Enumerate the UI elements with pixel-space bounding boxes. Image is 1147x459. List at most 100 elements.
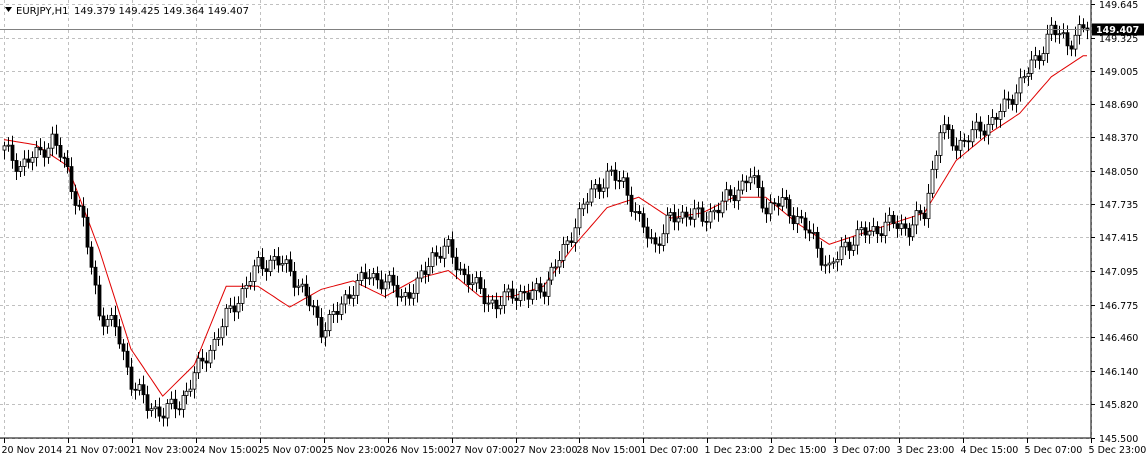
candle-bear[interactable] bbox=[950, 129, 955, 147]
candle-bear[interactable] bbox=[728, 189, 733, 196]
candles-layer[interactable] bbox=[2, 15, 1090, 427]
candle-bear[interactable] bbox=[875, 226, 880, 235]
candle-bull[interactable] bbox=[1045, 33, 1050, 54]
candle-bull[interactable] bbox=[498, 305, 503, 310]
candle-bull[interactable] bbox=[930, 168, 935, 194]
candle-bull[interactable] bbox=[676, 217, 681, 223]
candle-bear[interactable] bbox=[903, 223, 908, 229]
candle-bear[interactable] bbox=[462, 268, 467, 276]
candle-bull[interactable] bbox=[181, 395, 186, 410]
candle-bull[interactable] bbox=[105, 319, 110, 327]
candle-bull[interactable] bbox=[839, 246, 844, 260]
candle-bear[interactable] bbox=[204, 360, 209, 364]
candle-bear[interactable] bbox=[260, 257, 265, 270]
candle-bull[interactable] bbox=[153, 406, 158, 410]
candle-bear[interactable] bbox=[978, 121, 983, 132]
candle-bear[interactable] bbox=[522, 291, 527, 294]
candle-bull[interactable] bbox=[934, 154, 939, 170]
candle-bull[interactable] bbox=[593, 184, 598, 190]
candle-bull[interactable] bbox=[768, 202, 773, 215]
chevron-down-icon[interactable] bbox=[5, 7, 12, 12]
candle-bear[interactable] bbox=[542, 291, 547, 297]
candle-bear[interactable] bbox=[423, 270, 428, 275]
candle-bull[interactable] bbox=[470, 282, 475, 286]
candle-bull[interactable] bbox=[486, 302, 491, 305]
candle-bull[interactable] bbox=[188, 388, 193, 392]
candle-bull[interactable] bbox=[1002, 98, 1007, 112]
candle-bear[interactable] bbox=[161, 415, 166, 419]
candle-bear[interactable] bbox=[641, 213, 646, 228]
candle-bull[interactable] bbox=[668, 212, 673, 216]
candle-bull[interactable] bbox=[867, 230, 872, 236]
candle-bear[interactable] bbox=[1081, 24, 1086, 29]
candle-bull[interactable] bbox=[212, 338, 217, 351]
candle-bull[interactable] bbox=[585, 201, 590, 205]
candle-bear[interactable] bbox=[335, 310, 340, 315]
candle-bear[interactable] bbox=[395, 284, 400, 298]
candle-bull[interactable] bbox=[577, 208, 582, 229]
candle-bear[interactable] bbox=[653, 237, 658, 245]
candle-bull[interactable] bbox=[696, 207, 701, 210]
candle-bear[interactable] bbox=[482, 288, 487, 305]
candle-bull[interactable] bbox=[1057, 33, 1062, 36]
candle-bear[interactable] bbox=[292, 270, 297, 288]
candle-bull[interactable] bbox=[446, 239, 451, 247]
candle-bear[interactable] bbox=[93, 266, 98, 286]
candle-bull[interactable] bbox=[581, 203, 586, 210]
candle-bear[interactable] bbox=[375, 273, 380, 281]
candle-bull[interactable] bbox=[502, 291, 507, 306]
candle-bull[interactable] bbox=[30, 157, 35, 163]
candle-bear[interactable] bbox=[133, 388, 138, 391]
candle-bear[interactable] bbox=[478, 277, 483, 289]
candle-bull[interactable] bbox=[823, 264, 828, 267]
candle-bull[interactable] bbox=[490, 299, 495, 304]
candle-bull[interactable] bbox=[1041, 53, 1046, 61]
candle-bull[interactable] bbox=[415, 277, 420, 294]
candle-bull[interactable] bbox=[942, 124, 947, 134]
candle-bull[interactable] bbox=[458, 268, 463, 271]
candle-bull[interactable] bbox=[196, 357, 201, 374]
candle-bull[interactable] bbox=[192, 372, 197, 390]
candle-bull[interactable] bbox=[22, 158, 27, 167]
candle-bear[interactable] bbox=[10, 144, 15, 161]
candle-bull[interactable] bbox=[998, 111, 1003, 120]
candle-bear[interactable] bbox=[982, 130, 987, 136]
candle-bull[interactable] bbox=[565, 240, 570, 245]
candle-bull[interactable] bbox=[609, 169, 614, 172]
candle-bull[interactable] bbox=[208, 349, 213, 364]
candle-bull[interactable] bbox=[284, 259, 289, 264]
candle-bull[interactable] bbox=[938, 132, 943, 156]
candle-bear[interactable] bbox=[54, 133, 59, 146]
candle-bull[interactable] bbox=[244, 284, 249, 290]
candle-bull[interactable] bbox=[827, 262, 832, 266]
candle-bear[interactable] bbox=[819, 247, 824, 266]
candle-bear[interactable] bbox=[1010, 99, 1015, 105]
candle-bear[interactable] bbox=[526, 292, 531, 300]
candle-bull[interactable] bbox=[6, 144, 11, 147]
candle-bull[interactable] bbox=[383, 281, 388, 290]
candle-bear[interactable] bbox=[129, 366, 134, 390]
candle-bull[interactable] bbox=[327, 314, 332, 332]
candle-bear[interactable] bbox=[799, 216, 804, 219]
candle-bull[interactable] bbox=[720, 200, 725, 214]
candle-bull[interactable] bbox=[442, 245, 447, 259]
candle-bull[interactable] bbox=[649, 237, 654, 240]
candle-bear[interactable] bbox=[891, 214, 896, 225]
candle-bull[interactable] bbox=[899, 223, 904, 229]
candle-bear[interactable] bbox=[776, 203, 781, 207]
candle-bear[interactable] bbox=[407, 292, 412, 299]
candle-bull[interactable] bbox=[300, 283, 305, 287]
candle-bear[interactable] bbox=[200, 357, 205, 362]
candle-bull[interactable] bbox=[1022, 76, 1027, 79]
candle-bull[interactable] bbox=[224, 307, 229, 328]
candle-bear[interactable] bbox=[304, 283, 309, 297]
candle-bear[interactable] bbox=[466, 274, 471, 286]
candle-bear[interactable] bbox=[117, 326, 122, 345]
candle-bull[interactable] bbox=[843, 241, 848, 248]
candle-bear[interactable] bbox=[962, 139, 967, 142]
candle-bear[interactable] bbox=[65, 158, 70, 167]
candle-bull[interactable] bbox=[331, 310, 336, 315]
candle-bear[interactable] bbox=[672, 212, 677, 223]
candle-bear[interactable] bbox=[764, 207, 769, 215]
